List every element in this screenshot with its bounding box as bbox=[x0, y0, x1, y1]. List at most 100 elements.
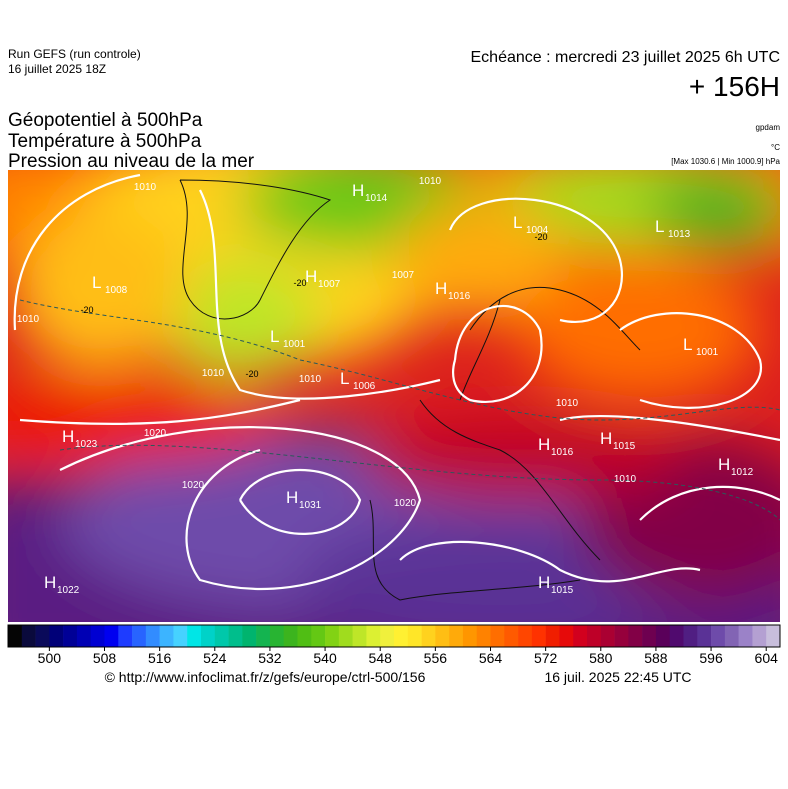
colorbar-cell bbox=[476, 625, 491, 647]
colorbar-cell bbox=[76, 625, 92, 647]
center-letter: H bbox=[44, 573, 56, 592]
center-pressure: 1022 bbox=[57, 585, 80, 596]
center-pressure: 1008 bbox=[105, 285, 128, 296]
title: Température à 500hPa bbox=[8, 131, 202, 152]
unit: °C bbox=[771, 143, 780, 152]
center-letter: H bbox=[435, 279, 447, 298]
center-letter: H bbox=[538, 573, 550, 592]
colorbar-cell bbox=[90, 625, 105, 647]
colorbar-cell bbox=[669, 625, 684, 647]
colorbar-cell bbox=[201, 625, 216, 647]
colorbar-cell bbox=[600, 625, 615, 647]
colorbar-cell bbox=[518, 625, 533, 647]
colorbar-tick-label: 516 bbox=[148, 650, 172, 666]
colorbar-cell bbox=[145, 625, 160, 647]
title: Pression au niveau de la mer bbox=[8, 151, 255, 172]
isobar-label: 1010 bbox=[17, 314, 40, 325]
colorbar-cell bbox=[311, 625, 326, 647]
colorbar-cell bbox=[159, 625, 174, 647]
colorbar-cell bbox=[242, 625, 257, 647]
colorbar-cell bbox=[8, 625, 23, 647]
colorbar-frame bbox=[7, 624, 781, 648]
colorbar-cell bbox=[724, 625, 739, 647]
colorbar-tick-label: 508 bbox=[93, 650, 117, 666]
colorbar-cell bbox=[228, 625, 243, 647]
colorbar-tick-label: 524 bbox=[203, 650, 227, 666]
colorbar-cell bbox=[614, 625, 629, 647]
center-pressure: 1004 bbox=[526, 225, 549, 236]
isobar-label: 1010 bbox=[419, 176, 442, 187]
colorbar-cell bbox=[587, 625, 602, 647]
colorbar-cell bbox=[297, 625, 312, 647]
colorbar-cell bbox=[752, 625, 767, 647]
temperature-label: -20 bbox=[534, 232, 547, 242]
center-pressure: 1006 bbox=[353, 381, 376, 392]
isobar-label: 1010 bbox=[202, 368, 225, 379]
unit: gpdam bbox=[756, 123, 781, 132]
center-letter: H bbox=[286, 488, 298, 507]
valid-time: Echéance : mercredi 23 juillet 2025 6h U… bbox=[471, 49, 781, 66]
colorbar-cell bbox=[697, 625, 712, 647]
isobar-label: 1020 bbox=[144, 428, 167, 439]
colorbar-tick-label: 556 bbox=[424, 650, 448, 666]
colorbar-cell bbox=[421, 625, 436, 647]
colorbar-tick-label: 572 bbox=[534, 650, 558, 666]
isobar-label: 1020 bbox=[394, 498, 417, 509]
colorbar-cell bbox=[104, 625, 119, 647]
run-date: 16 juillet 2025 18Z bbox=[8, 62, 106, 76]
colorbar-cell bbox=[173, 625, 188, 647]
temperature-label: -20 bbox=[293, 278, 306, 288]
center-letter: H bbox=[62, 427, 74, 446]
isobar-label: 1007 bbox=[392, 270, 415, 281]
center-pressure: 1016 bbox=[551, 447, 574, 458]
temperature-label: -20 bbox=[80, 305, 93, 315]
center-pressure: 1023 bbox=[75, 439, 98, 450]
colorbar-tick-label: 580 bbox=[589, 650, 613, 666]
colorbar-tick-label: 540 bbox=[313, 650, 337, 666]
center-letter: H bbox=[352, 181, 364, 200]
center-letter: L bbox=[513, 213, 522, 232]
colorbar-tick-label: 532 bbox=[258, 650, 282, 666]
colorbar-cell bbox=[187, 625, 202, 647]
isobar-label: 1010 bbox=[299, 374, 322, 385]
center-letter: H bbox=[538, 435, 550, 454]
isobar-label: 1010 bbox=[134, 182, 157, 193]
source: © http://www.infoclimat.fr/z/gefs/europe… bbox=[105, 669, 426, 685]
colorbar-cell bbox=[283, 625, 298, 647]
run-label: Run GEFS (run controle) bbox=[8, 47, 141, 61]
colorbar-cell bbox=[269, 625, 285, 647]
center-letter: L bbox=[655, 217, 664, 236]
colorbar-cell bbox=[366, 625, 381, 647]
colorbar-cell bbox=[352, 625, 367, 647]
colorbar-cell bbox=[642, 625, 657, 647]
colorbar-cell bbox=[545, 625, 560, 647]
center-letter: L bbox=[92, 273, 101, 292]
colorbar-tick-label: 588 bbox=[644, 650, 668, 666]
colorbar-cell bbox=[35, 625, 50, 647]
colorbar-cell bbox=[766, 625, 781, 647]
colorbar-cell bbox=[490, 625, 505, 647]
center-pressure: 1001 bbox=[696, 347, 719, 358]
colorbar-cell bbox=[449, 625, 464, 647]
colorbar-cell bbox=[380, 625, 395, 647]
temperature-label: -20 bbox=[245, 369, 258, 379]
colorbar-cell bbox=[21, 625, 36, 647]
colorbar-cell bbox=[394, 625, 409, 647]
colorbar-tick-label: 500 bbox=[38, 650, 62, 666]
colorbar-cell bbox=[711, 625, 726, 647]
center-pressure: 1016 bbox=[448, 291, 471, 302]
colorbar-tick-label: 604 bbox=[755, 650, 779, 666]
title: Géopotentiel à 500hPa bbox=[8, 110, 203, 131]
colorbar-cell bbox=[573, 625, 588, 647]
isobar-label: 1020 bbox=[182, 480, 205, 491]
center-letter: H bbox=[305, 267, 317, 286]
colorbar-cell bbox=[49, 625, 64, 647]
center-letter: L bbox=[270, 327, 279, 346]
colorbar-cell bbox=[655, 625, 671, 647]
center-pressure: 1012 bbox=[731, 467, 754, 478]
colorbar-cell bbox=[132, 625, 147, 647]
isobar-label: 1010 bbox=[556, 398, 579, 409]
colorbar-cell bbox=[683, 625, 698, 647]
